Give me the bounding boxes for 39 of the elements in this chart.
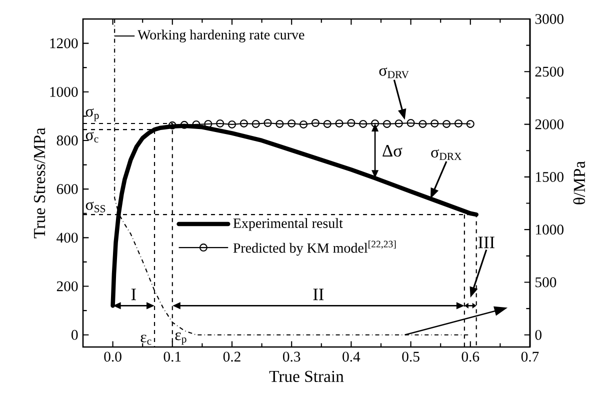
annotation: III [478,236,494,248]
y2-axis-title: θ/MPa [573,161,586,204]
annotation: ε$_{c}$ [140,334,152,345]
y2-tick-label: 1500 [536,172,564,182]
x-tick-label: 0.4 [342,352,360,362]
x-tick-label: 0.2 [223,352,240,362]
x-tick-label: 0.6 [462,352,480,362]
y2-tick-label: 0 [535,330,542,340]
annotation: ε$_{p}$ [175,332,186,345]
y2-tick-label: 3000 [535,14,564,24]
annotation: σ$_{DRX}$ [431,149,462,160]
annotation: Working hardening rate curve [138,30,304,42]
y2-tick-label: 2500 [535,66,564,77]
legend-label: Predicted by KM model$^{[22,23]}$ [233,240,396,256]
annotation: σ$_{p}$ [86,108,99,122]
y2-tick-label: 1000 [536,224,564,235]
y-tick-label: 1200 [50,38,78,48]
x-tick-label: 0.1 [164,352,181,362]
y2-tick-label: 2000 [535,119,564,130]
x-tick-label: 0.7 [521,352,539,362]
x-tick-label: 0.3 [282,352,300,362]
y-tick-label: 200 [56,281,78,292]
y-tick-label: 0 [72,330,78,340]
annotation: I [131,288,136,300]
x-tick-label: 0.0 [104,352,122,362]
x-tick-label: 0.5 [402,352,420,362]
annotation: σ$_{c}$ [86,132,98,143]
y2-tick-label: 500 [536,277,556,288]
y-tick-label: 800 [56,136,78,146]
x-axis-title: True Strain [269,370,344,382]
y-axis-title: True Stress/MPa [34,128,46,238]
y-tick-label: 600 [56,184,78,194]
y-tick-label: 1000 [50,86,78,97]
annotation: II [313,288,324,300]
y-tick-label: 400 [56,232,78,243]
annotation: σ$_{DRV}$ [379,67,409,78]
annotation: Δσ [382,145,402,157]
legend-label: Experimental result [233,218,343,231]
annotation: σ$_{SS}$ [86,202,106,212]
